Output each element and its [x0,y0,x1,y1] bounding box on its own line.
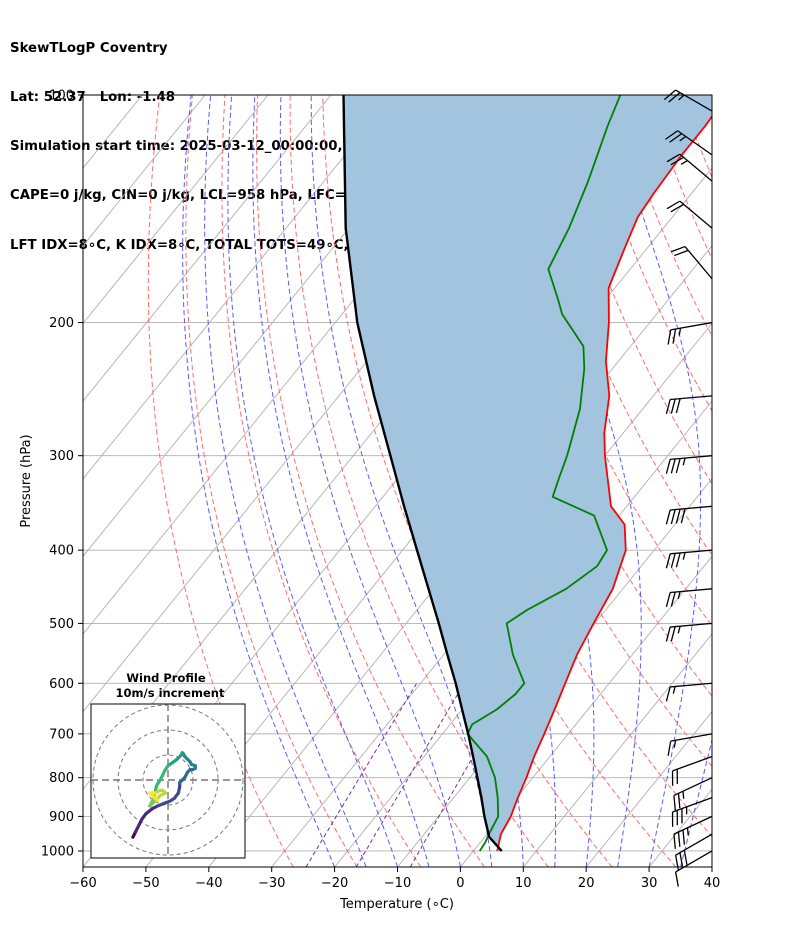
isotherm-line [83,95,332,402]
dry-adiabat [221,95,422,867]
wind-barb [667,321,713,345]
isotherm-line [460,555,712,867]
dry-adiabat [714,95,794,867]
wind-barb [666,200,713,229]
wind-barb [665,395,713,415]
moist-adiabat [279,95,461,867]
cin-shading [343,95,712,851]
y-tick-label: 900 [49,810,74,825]
wind-barb [673,815,713,850]
hodograph-title: Wind Profile [126,671,206,685]
moist-adiabat [711,865,712,867]
x-tick-label: −50 [132,876,159,891]
dry-adiabat [680,95,712,179]
x-tick-label: 30 [641,876,658,891]
moist-adiabat [607,95,702,867]
wind-barb [665,455,713,474]
mixing-ratio-line [305,683,418,867]
moist-adiabat [182,95,336,867]
hodograph-inset [90,703,246,859]
dry-adiabat [746,95,794,867]
y-tick-label: 200 [49,316,74,331]
mixing-ratio-line [355,683,465,867]
isotherm-line [83,95,395,480]
wind-barb [665,549,713,569]
x-tick-label: 20 [578,876,595,891]
x-tick-label: 40 [704,876,721,891]
dry-adiabat [256,95,485,867]
y-tick-label: 400 [49,544,74,559]
dry-adiabat [648,95,712,260]
isotherm-line [711,866,712,867]
isotherm-line [83,95,269,325]
y-tick-label: 600 [49,677,74,692]
y-axis-label: Pressure (hPa) [19,434,34,527]
isotherm-line [522,633,712,867]
wind-barb [665,622,713,642]
y-tick-label: 500 [49,617,74,632]
isotherm-line [83,95,206,247]
wind-barb [673,777,713,811]
x-tick-label: 0 [456,876,464,891]
wind-barb [674,833,713,870]
wind-barb [663,89,713,112]
wind-barb [674,850,713,887]
wind-barb [666,153,713,182]
dewpoint-line [466,95,622,852]
moist-adiabat [310,95,493,867]
y-tick-label: 1000 [41,844,74,859]
y-tick-label: 700 [49,727,74,742]
x-tick-label: −30 [258,876,285,891]
wind-barbs [663,89,713,887]
moist-adiabat [252,95,430,867]
y-tick-label: 300 [49,449,74,464]
y-tick-label: 800 [49,771,74,786]
dry-adiabat [322,95,613,867]
x-tick-label: −20 [321,876,348,891]
moist-adiabat [680,737,712,867]
hodograph-trace-segment [153,796,160,803]
wind-barb [665,588,713,608]
temperature-line [496,114,712,852]
dry-adiabat [147,95,294,867]
wind-barb [670,245,713,280]
dry-adiabat [779,95,794,867]
y-tick-label: 100 [49,89,74,104]
dry-adiabat [517,95,712,556]
x-tick-label: 10 [515,876,532,891]
profile-lines [342,95,712,852]
x-tick-label: −10 [384,876,411,891]
wind-barb [671,755,713,786]
isotherm-line [648,788,712,867]
wind-barb [667,733,713,756]
isotherm-line [0,95,79,867]
wind-barb [665,505,713,525]
dry-adiabat [419,95,712,768]
isotherm-line [334,400,712,867]
dry-adiabat [550,95,712,485]
mixing-ratio-line [409,683,516,867]
dry-adiabat [185,95,358,867]
moist-adiabat [227,95,398,867]
wind-barb [665,682,713,702]
wind-barb [665,130,713,156]
chart-title: SkewTLogP Coventry [10,40,168,56]
axes: −60 −50 −40 −30 −20 −10 0 10 20 30 40 100 200 300 400 5… [41,89,720,892]
moist-adiabat [204,95,367,867]
x-axis-label: Temperature (∘C) [339,897,454,912]
parcel-line [342,95,503,852]
hodograph-subtitle: 10m/s increment [116,686,225,700]
x-tick-label: −60 [69,876,96,891]
cape-region [343,95,712,851]
chart-location: Lat: 52.37 Lon: -1.48 [10,90,176,106]
x-tick-label: −40 [195,876,222,891]
wind-barb [671,797,713,827]
